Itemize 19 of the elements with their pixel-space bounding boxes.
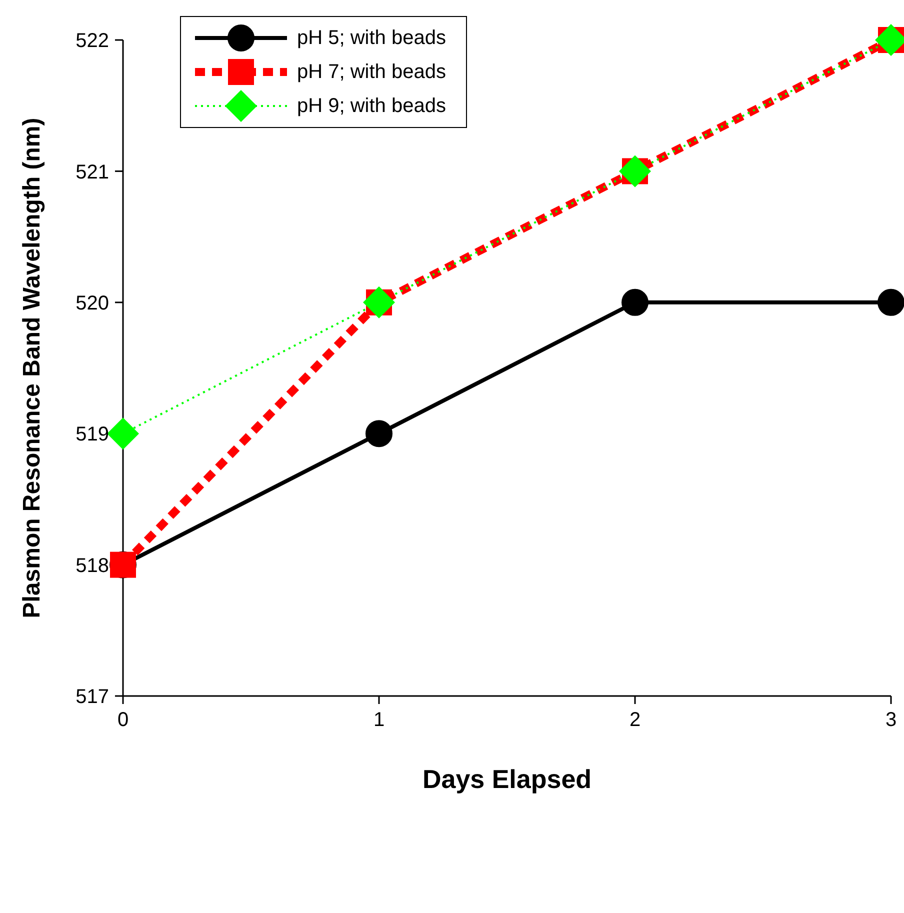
x-tick-label: 3 [885,709,897,732]
y-axis-title: Plasmon Resonance Band Wavelength (nm) [18,118,46,618]
y-tick-label: 522 [76,30,109,52]
x-tick-label: 2 [629,709,641,732]
legend-label: pH 7; with beads [297,60,446,84]
y-tick-label: 521 [76,161,109,184]
y-tick-label: 519 [76,424,109,446]
x-tick-label: 1 [373,709,385,732]
y-tick-label: 518 [76,554,109,577]
point [622,288,648,316]
point [107,418,139,450]
legend-label: pH 5; with beads [297,26,446,50]
x-tick-label: 0 [117,709,129,732]
y-tick-label: 520 [76,292,109,314]
point [878,288,904,316]
y-tick-label: 517 [76,686,109,708]
point [366,420,392,448]
legend-label: pH 9; with beads [297,94,446,118]
x-axis-title: Days Elapsed [422,764,592,794]
